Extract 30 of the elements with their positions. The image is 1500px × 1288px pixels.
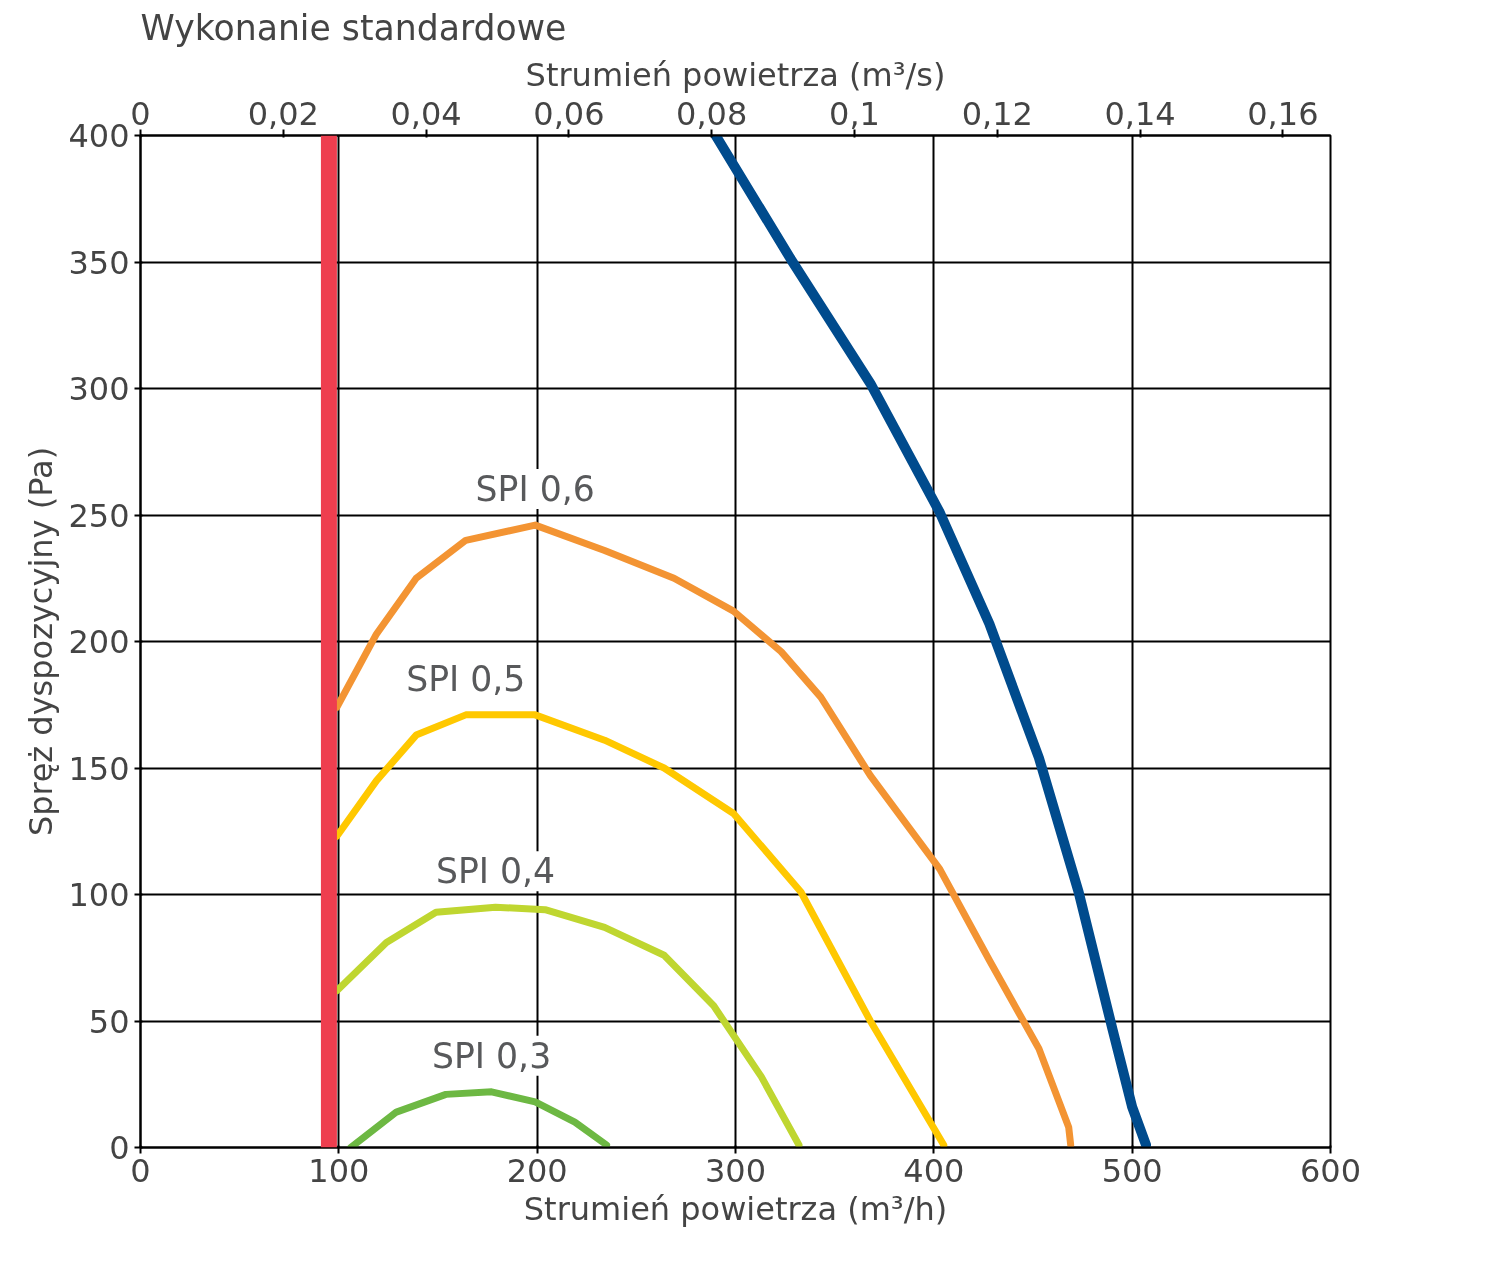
x2-tick-label: 0,16 — [1247, 94, 1319, 133]
y-tick-label: 350 — [68, 243, 130, 282]
chart-title: Wykonanie standardowe — [140, 7, 567, 48]
series-label: SPI 0,3 — [431, 1035, 552, 1076]
x2-tick-label: 0,14 — [1104, 94, 1176, 133]
x-axis-title: Strumień powietrza (m³/h) — [523, 1189, 948, 1228]
x2-tick-label: 0,12 — [961, 94, 1033, 133]
y-tick-label: 50 — [88, 1002, 130, 1041]
y-axis-title: Spręż dyspozycyjny (Pa) — [22, 446, 61, 837]
x-tick-label: 200 — [506, 1151, 568, 1190]
x2-tick-label: 0,1 — [829, 94, 880, 133]
y-tick-label: 400 — [68, 117, 130, 155]
y-tick-label: 200 — [68, 623, 130, 661]
x2-tick-label: 0,04 — [390, 94, 462, 133]
x2-tick-label: 0,08 — [676, 94, 748, 133]
series-label: SPI 0,4 — [435, 851, 556, 892]
x2-tick-label: 0,02 — [247, 94, 319, 133]
x-tick-label: 100 — [308, 1151, 370, 1190]
y-tick-label: 100 — [68, 876, 130, 914]
y-tick-label: 250 — [68, 496, 130, 535]
x-tick-label: 600 — [1299, 1151, 1362, 1190]
series-label: SPI 0,5 — [406, 658, 526, 699]
x-tick-label: 300 — [704, 1151, 767, 1190]
x2-tick-label: 0,06 — [533, 94, 605, 133]
y-tick-label: 150 — [68, 749, 130, 788]
x-tick-label: 400 — [903, 1151, 965, 1190]
series-label: SPI 0,6 — [475, 469, 595, 510]
x-tick-label: 500 — [1101, 1151, 1163, 1190]
x2-axis-title: Strumień powietrza (m³/s) — [525, 55, 946, 94]
y-tick-label: 300 — [68, 370, 130, 408]
